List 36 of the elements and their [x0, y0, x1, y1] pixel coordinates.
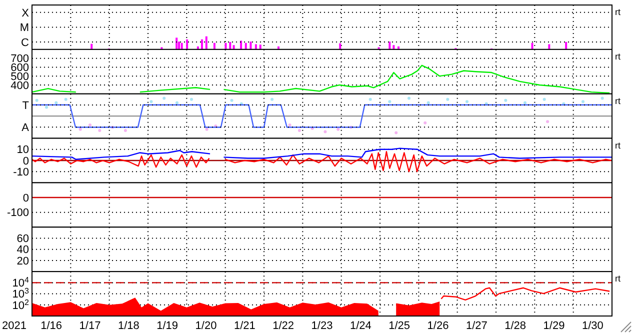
- x-tick-label: 1/26: [427, 320, 449, 332]
- y-tick-label: 0: [22, 192, 29, 204]
- y-tick-label: 60: [16, 233, 29, 246]
- x-tick-label: 1/28: [504, 320, 526, 332]
- y-tick-label: -10: [13, 166, 29, 178]
- text: X: [22, 7, 30, 20]
- y-tick-label: 400: [10, 80, 29, 92]
- y-tick-label: 20: [16, 255, 29, 268]
- x-tick-label: 1/17: [79, 320, 101, 332]
- text: rt: [615, 7, 621, 17]
- y-tick-label: 10: [16, 144, 29, 156]
- y-tick-label: -100: [6, 207, 29, 220]
- x-tick-label: 1/24: [350, 320, 372, 332]
- x-tick-label: 1/23: [311, 320, 333, 332]
- text: rt: [615, 274, 621, 284]
- text: rt: [615, 51, 621, 62]
- x-tick-label: 1/30: [582, 320, 604, 332]
- text: M: [20, 22, 29, 34]
- y-tick-label: 40: [16, 244, 29, 256]
- x-axis-title: 2021: [2, 320, 26, 332]
- x-tick-label: 1/25: [388, 320, 410, 332]
- x-tick-label: 1/27: [466, 320, 488, 332]
- text: rt: [615, 96, 621, 106]
- text: C: [21, 36, 30, 49]
- x-tick-label: 1/22: [272, 320, 294, 332]
- text: rt: [615, 140, 621, 150]
- x-tick-label: 1/20: [195, 320, 217, 332]
- x-tick-label: 1/16: [40, 320, 62, 332]
- text: A: [22, 122, 30, 134]
- y-tick-label: 10$^{2}$: [12, 297, 30, 312]
- y-tick-label: 0: [22, 155, 29, 168]
- text: T: [22, 100, 30, 112]
- x-tick-label: 1/19: [156, 320, 178, 332]
- x-tick-label: 1/18: [118, 320, 140, 332]
- x-tick-label: 1/29: [543, 320, 565, 332]
- x-tick-label: 1/21: [234, 320, 256, 332]
